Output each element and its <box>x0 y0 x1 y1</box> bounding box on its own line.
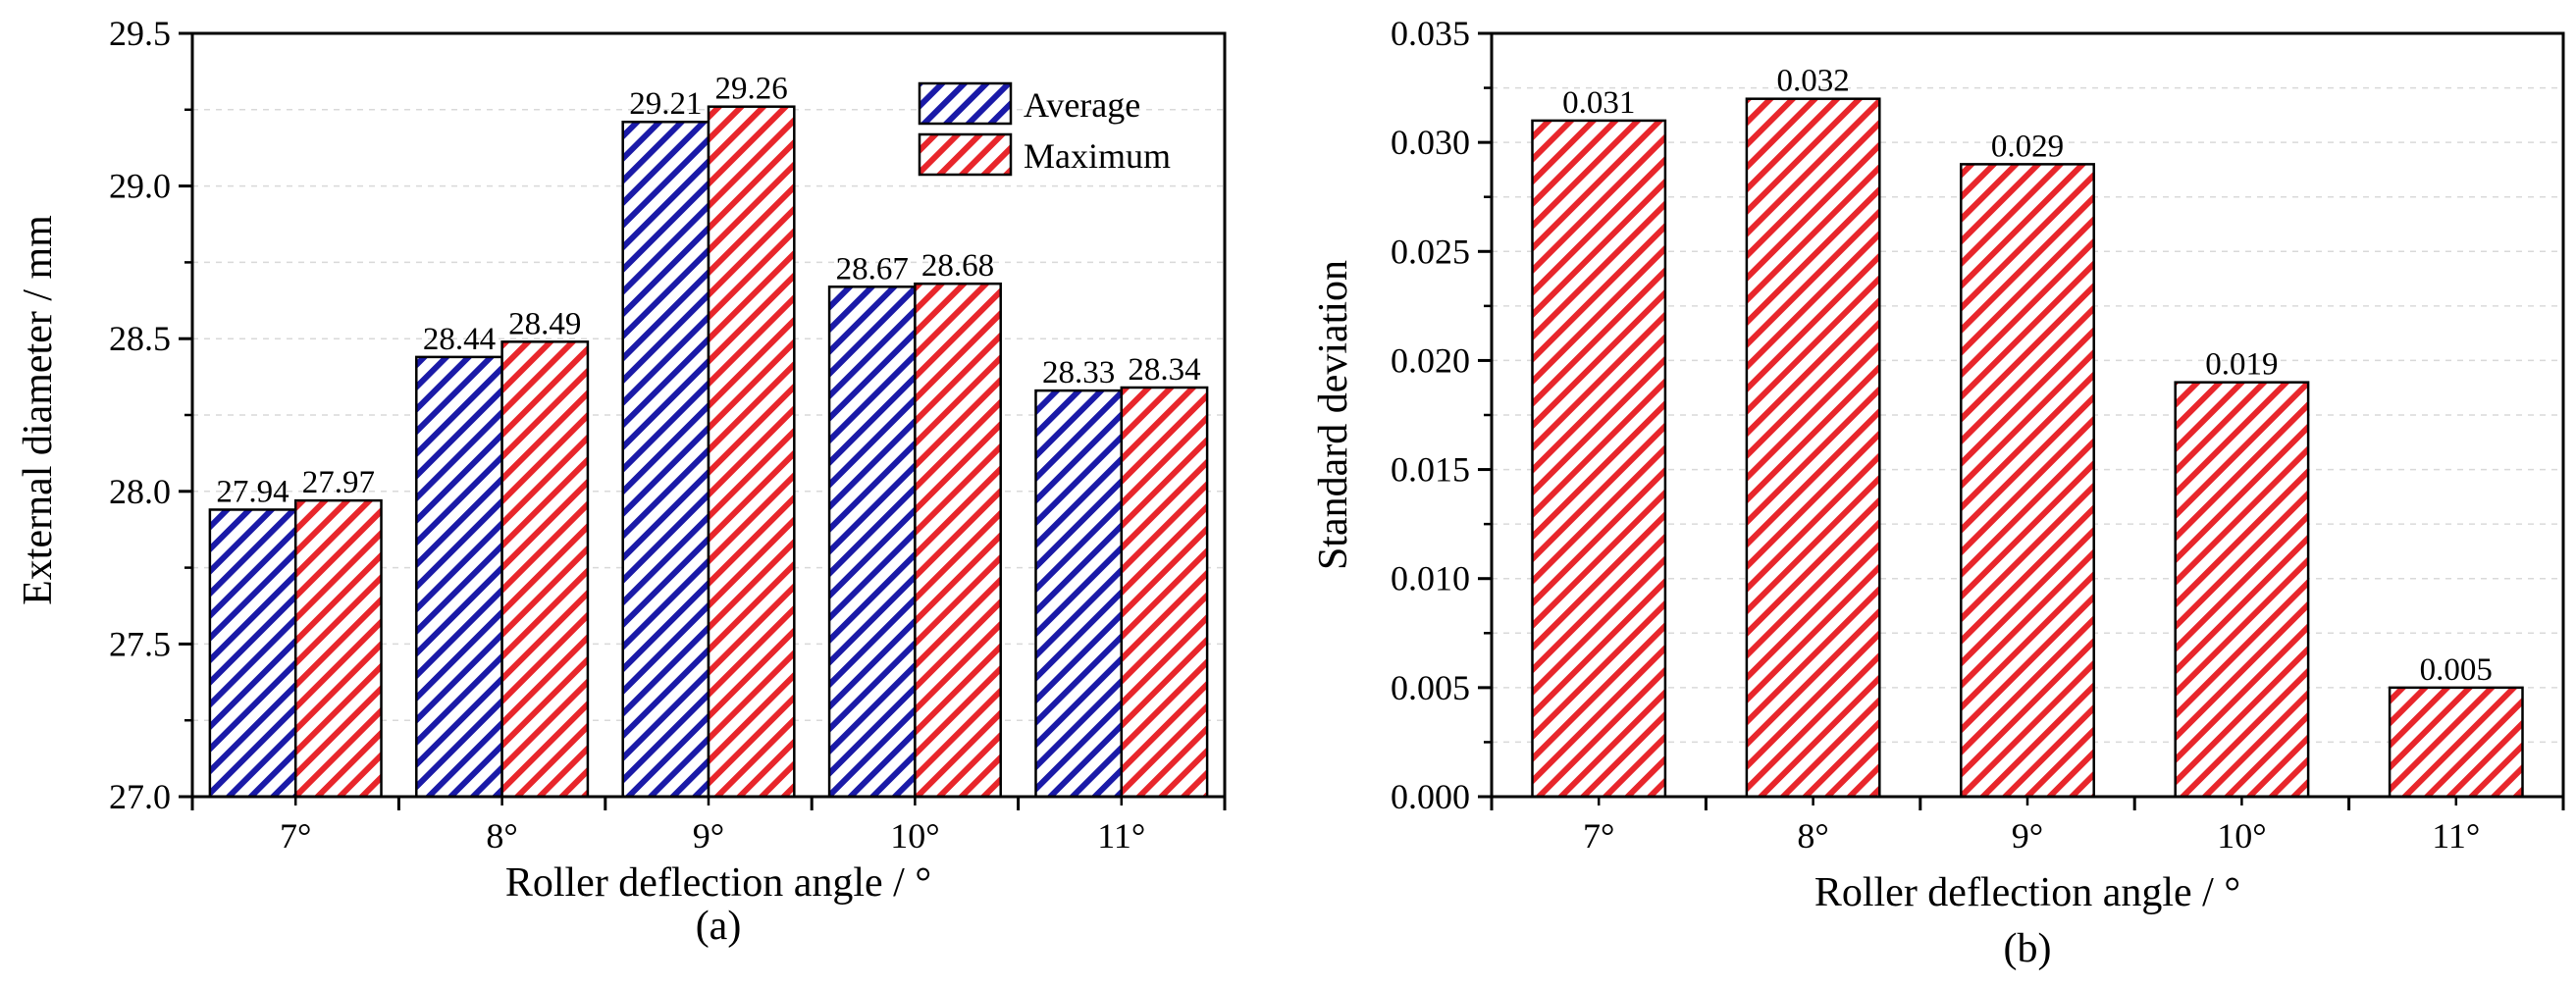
bar-maximum <box>707 105 796 799</box>
panel-caption: (b) <box>2004 926 2052 971</box>
x-tick-label: 11° <box>2432 816 2480 856</box>
y-tick-label: 0.020 <box>1391 340 1470 380</box>
x-axis-ticks: 7° 8° 9° 10° 11° <box>190 797 1227 856</box>
data-label: 28.68 <box>921 248 994 284</box>
y-tick-label: 29.5 <box>109 14 171 53</box>
x-axis-title: Roller deflection angle / ° <box>1814 870 2240 915</box>
x-tick-label: 8° <box>1797 816 1828 856</box>
data-label: 27.97 <box>302 465 375 500</box>
y-tick-label: 0.015 <box>1391 450 1470 490</box>
bar-average <box>415 355 503 799</box>
bar-average <box>208 508 297 799</box>
y-axis-title: External diameter / mm <box>16 215 61 605</box>
data-label: 0.031 <box>1562 85 1635 121</box>
legend-swatch-maximum <box>918 132 1013 177</box>
data-label: 0.032 <box>1776 64 1849 99</box>
chart-panel-b: 0.031 0.032 0.029 0.019 0.005 0.000 0.005 0.01… <box>1311 14 2565 971</box>
legend-label-maximum: Maximum <box>1024 136 1171 176</box>
x-tick-label: 9° <box>2012 816 2043 856</box>
y-tick-label: 0.010 <box>1391 559 1470 598</box>
data-label: 28.34 <box>1128 352 1200 388</box>
chart-panel-a: 27.94 27.97 28.44 28.49 29.21 29.26 28.67 28.68… <box>16 14 1227 949</box>
bar-average <box>621 120 710 799</box>
y-tick-label: 0.005 <box>1391 668 1470 707</box>
data-label: 27.94 <box>216 474 289 509</box>
bar-standard-deviation <box>1531 119 1667 799</box>
y-axis-ticks: 27.0 27.5 28.0 28.5 29.0 29.5 <box>109 14 192 816</box>
x-tick-label: 11° <box>1097 816 1145 856</box>
y-tick-label: 0.025 <box>1391 232 1470 271</box>
data-label: 0.029 <box>1991 129 2064 164</box>
data-label: 29.21 <box>629 86 702 122</box>
y-axis-ticks: 0.000 0.005 0.010 0.015 0.020 0.025 0.030 0.035 <box>1391 14 1492 816</box>
bar-standard-deviation <box>1960 163 2095 799</box>
bar-average <box>827 286 917 799</box>
x-axis-title: Roller deflection angle / ° <box>505 860 931 906</box>
data-labels: 0.031 0.032 0.029 0.019 0.005 <box>1562 64 2493 688</box>
data-labels: 27.94 27.97 28.44 28.49 29.21 29.26 28.67 28.68… <box>216 72 1200 510</box>
x-tick-label: 10° <box>2217 816 2266 856</box>
x-tick-label: 10° <box>890 816 939 856</box>
y-tick-label: 0.030 <box>1391 123 1470 162</box>
legend-swatch-average <box>918 81 1013 126</box>
bar-maximum <box>914 282 1002 799</box>
x-tick-label: 8° <box>486 816 517 856</box>
bar-maximum <box>1120 386 1209 799</box>
bar-series <box>208 105 1209 799</box>
x-tick-label: 9° <box>693 816 724 856</box>
y-tick-label: 27.5 <box>109 624 171 663</box>
y-tick-label: 0.035 <box>1391 14 1470 53</box>
y-axis-title: Standard deviation <box>1311 260 1356 570</box>
x-tick-label: 7° <box>280 816 311 856</box>
y-tick-label: 28.5 <box>109 319 171 358</box>
bar-maximum <box>293 498 383 799</box>
y-tick-label: 29.0 <box>109 167 171 206</box>
data-label: 28.33 <box>1042 355 1115 390</box>
bar-series <box>1531 97 2524 799</box>
data-label: 28.44 <box>423 322 496 357</box>
panel-caption: (a) <box>696 904 742 949</box>
bar-maximum <box>500 340 590 799</box>
data-label: 28.49 <box>508 306 581 341</box>
y-tick-label: 27.0 <box>109 777 171 816</box>
x-tick-label: 7° <box>1583 816 1614 856</box>
data-label: 0.019 <box>2205 347 2278 383</box>
data-label: 29.26 <box>715 72 788 107</box>
bar-standard-deviation <box>1745 97 1881 799</box>
bar-average <box>1034 389 1124 799</box>
legend: Average Maximum <box>918 81 1171 177</box>
bar-standard-deviation <box>2174 381 2310 799</box>
y-tick-label: 0.000 <box>1391 777 1470 816</box>
legend-label-average: Average <box>1024 85 1140 125</box>
bar-standard-deviation <box>2388 686 2524 799</box>
data-label: 0.005 <box>2420 652 2493 688</box>
data-label: 28.67 <box>836 251 909 286</box>
x-axis-ticks: 7° 8° 9° 10° 11° <box>1490 797 2565 856</box>
y-tick-label: 28.0 <box>109 472 171 511</box>
